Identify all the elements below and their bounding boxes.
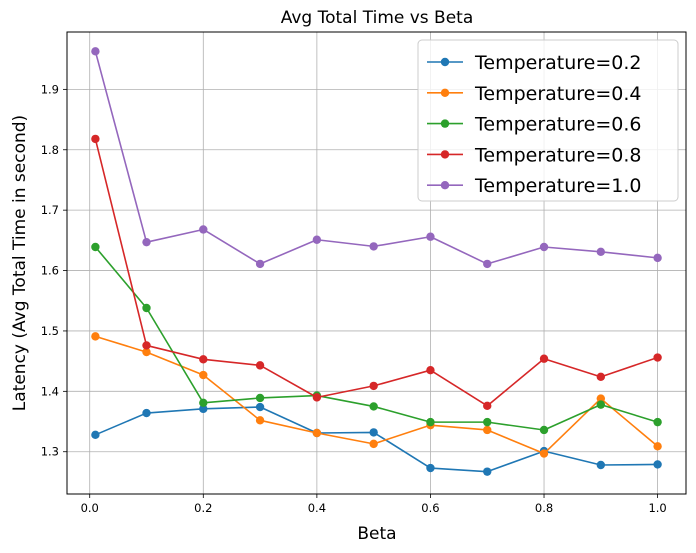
data-point bbox=[255, 402, 265, 412]
y-axis-label: Latency (Avg Total Time in second) bbox=[10, 115, 30, 411]
data-point bbox=[255, 416, 265, 425]
data-point bbox=[312, 393, 322, 402]
y-tick-label: 1.3 bbox=[41, 445, 59, 459]
y-tick-label: 1.8 bbox=[41, 143, 59, 157]
chart-title: Avg Total Time vs Beta bbox=[281, 8, 474, 28]
legend-label: Temperature=0.2 bbox=[474, 52, 642, 74]
data-point bbox=[312, 428, 322, 438]
legend-swatch-marker bbox=[440, 150, 450, 159]
data-point bbox=[255, 393, 265, 403]
data-point bbox=[369, 439, 378, 449]
data-point bbox=[369, 402, 378, 411]
data-point bbox=[539, 242, 549, 252]
data-point bbox=[653, 253, 662, 263]
y-tick-label: 1.4 bbox=[41, 384, 59, 398]
data-point bbox=[142, 341, 151, 350]
series-group bbox=[91, 242, 662, 435]
data-point bbox=[91, 134, 100, 144]
x-tick-label: 0.6 bbox=[421, 501, 439, 515]
legend-label: Temperature=0.8 bbox=[474, 144, 642, 166]
data-point bbox=[142, 347, 151, 357]
data-point bbox=[199, 404, 208, 414]
data-point bbox=[91, 242, 100, 252]
data-point bbox=[483, 401, 492, 411]
data-point bbox=[426, 232, 435, 241]
data-point bbox=[596, 372, 606, 382]
y-tick-label: 1.5 bbox=[41, 324, 59, 338]
data-point bbox=[199, 355, 208, 364]
data-point bbox=[483, 467, 492, 476]
data-point bbox=[483, 259, 492, 269]
data-point bbox=[653, 417, 662, 427]
y-tick-label: 1.9 bbox=[41, 82, 59, 96]
data-point bbox=[653, 442, 662, 451]
data-point bbox=[539, 354, 549, 363]
data-point bbox=[91, 430, 100, 440]
legend-label: Temperature=0.6 bbox=[474, 114, 642, 136]
plot-frame bbox=[66, 31, 687, 495]
y-tick-label: 1.6 bbox=[41, 264, 59, 278]
data-point bbox=[142, 237, 151, 247]
data-point bbox=[199, 398, 208, 408]
legend-swatch-marker bbox=[440, 88, 450, 98]
x-tick-label: 0.4 bbox=[308, 501, 326, 515]
data-point bbox=[596, 460, 606, 470]
x-tick-label: 1.0 bbox=[648, 501, 666, 515]
data-point bbox=[426, 365, 435, 375]
legend-swatch-marker bbox=[440, 119, 450, 128]
data-point bbox=[369, 428, 378, 437]
data-point bbox=[539, 425, 549, 435]
legend-box bbox=[417, 39, 679, 202]
series-group bbox=[91, 402, 662, 476]
x-tick-label: 0.2 bbox=[194, 501, 212, 515]
legend-swatch-marker bbox=[440, 181, 450, 190]
data-point bbox=[483, 417, 492, 427]
data-point bbox=[483, 425, 492, 435]
data-point bbox=[369, 381, 378, 391]
data-point bbox=[596, 394, 606, 403]
data-point bbox=[91, 332, 100, 341]
x-axis-label: Beta bbox=[357, 524, 396, 544]
legend-label: Temperature=0.4 bbox=[474, 83, 642, 105]
data-point bbox=[596, 400, 606, 409]
series-group bbox=[91, 134, 662, 411]
data-point bbox=[142, 303, 151, 313]
data-point bbox=[653, 353, 662, 362]
axis-ticks: 0.0 0.2 0.4 0.6 0.8 1.0 1.3 1.4 1.5 1.6 1.7 1.8 1.9 bbox=[41, 82, 667, 515]
y-tick-label: 1.7 bbox=[41, 203, 59, 217]
data-point bbox=[426, 417, 435, 427]
legend-swatch-marker bbox=[440, 57, 450, 67]
data-point bbox=[426, 463, 435, 473]
data-point bbox=[255, 259, 265, 269]
series-lines bbox=[91, 47, 662, 476]
data-point bbox=[199, 370, 208, 380]
data-point bbox=[199, 225, 208, 234]
data-point bbox=[596, 247, 606, 257]
series-group bbox=[91, 47, 662, 269]
data-point bbox=[255, 361, 265, 370]
data-point bbox=[91, 47, 100, 56]
grid bbox=[67, 32, 686, 494]
x-tick-label: 0.8 bbox=[535, 501, 553, 515]
series-group bbox=[91, 332, 662, 458]
legend: Temperature=0.2 Temperature=0.4 Temperatur… bbox=[417, 39, 679, 202]
data-point bbox=[539, 449, 549, 458]
data-point bbox=[142, 408, 151, 418]
x-tick-label: 0.0 bbox=[81, 501, 99, 515]
data-point bbox=[653, 460, 662, 469]
data-point bbox=[369, 242, 378, 251]
data-point bbox=[312, 235, 322, 244]
legend-label: Temperature=1.0 bbox=[474, 175, 642, 197]
